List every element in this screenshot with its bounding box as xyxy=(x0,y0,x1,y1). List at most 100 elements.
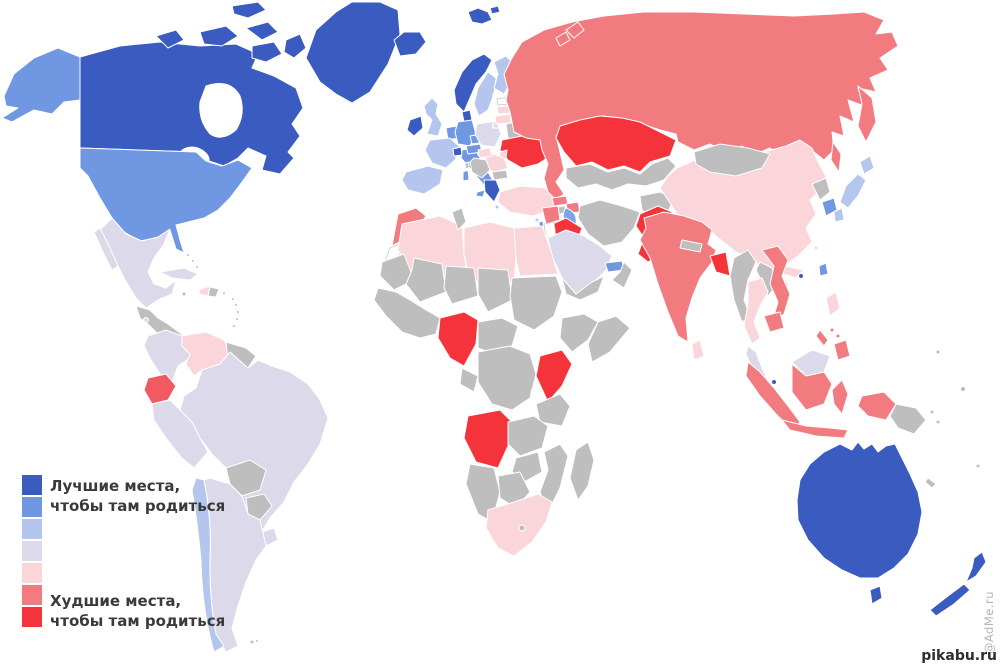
country-cambodia xyxy=(763,311,785,333)
country-usa xyxy=(79,147,253,254)
country-alaska xyxy=(1,47,81,123)
country-lesotho xyxy=(518,524,526,532)
papua-new-guinea xyxy=(889,403,927,435)
png-islands xyxy=(929,409,935,415)
balkans xyxy=(469,157,491,179)
country-greenland xyxy=(305,1,401,104)
country-ireland xyxy=(406,115,424,137)
legend-swatch-mild xyxy=(22,563,42,583)
country-jamaica xyxy=(181,291,187,297)
west-papua xyxy=(857,391,897,421)
sulawesi xyxy=(831,379,849,415)
country-south-africa xyxy=(485,493,553,557)
lesser-antilles xyxy=(231,297,235,301)
legend-label-worst: Худшие места, чтобы там родиться xyxy=(50,591,225,631)
country-nepal xyxy=(679,239,703,253)
lake-victoria xyxy=(530,388,538,396)
country-kazakhstan xyxy=(555,115,677,173)
country-canada xyxy=(79,41,304,175)
country-niger xyxy=(443,265,479,305)
country-mexico xyxy=(99,217,177,309)
country-india xyxy=(639,211,717,343)
country-hungary xyxy=(477,147,493,159)
tasmania xyxy=(869,585,883,605)
country-vietnam xyxy=(761,245,791,323)
country-iceland xyxy=(393,31,427,57)
west-africa xyxy=(373,287,441,339)
country-chad xyxy=(477,267,513,313)
legend-swatch-worst xyxy=(22,607,42,627)
legend-label-best: Лучшие места, чтобы там родиться xyxy=(50,476,225,516)
country-tanzania xyxy=(535,393,571,427)
country-mauritania xyxy=(379,253,415,291)
country-bangladesh xyxy=(709,251,731,277)
country-australia xyxy=(796,441,923,579)
ryukyu-islands xyxy=(813,245,819,251)
country-peru xyxy=(151,399,209,469)
novaya-zemlya xyxy=(555,21,585,47)
corsica xyxy=(464,161,470,170)
indonesia-maritime-lines xyxy=(744,357,831,427)
legend-swatch-worse xyxy=(22,585,42,605)
gabon-congo xyxy=(459,367,479,393)
country-dominican xyxy=(207,286,220,298)
hudson-bay xyxy=(199,83,243,138)
borneo-kalimantan xyxy=(791,363,833,411)
iberia-spain-portugal xyxy=(401,165,444,195)
country-switzerland xyxy=(452,146,463,157)
falkland-islands xyxy=(249,639,255,645)
country-japan xyxy=(833,155,875,223)
adme-watermark: @AdMe.ru xyxy=(982,590,996,654)
country-paraguay xyxy=(245,493,273,521)
cyprus xyxy=(534,217,540,223)
pacific-island xyxy=(960,386,966,392)
country-angola xyxy=(463,409,513,469)
legend-swatch-best-2 xyxy=(22,497,42,517)
new-caledonia xyxy=(924,477,937,489)
png-islands xyxy=(935,419,941,425)
country-syria xyxy=(541,205,561,225)
country-el-salvador xyxy=(143,317,149,323)
country-ethiopia xyxy=(559,313,599,353)
country-nigeria xyxy=(437,311,479,367)
bahamas-islands xyxy=(195,265,199,269)
falkland-islands xyxy=(255,639,259,643)
svalbard-islands xyxy=(467,5,501,25)
philippines-visayas xyxy=(829,327,835,333)
legend-label-worst-line1: Худшие места, xyxy=(50,592,182,610)
country-cuba xyxy=(159,267,199,281)
legend-swatch-best-1 xyxy=(22,475,42,495)
lesser-antilles xyxy=(236,310,240,314)
legend-label-best-line1: Лучшие места, xyxy=(50,477,181,495)
country-canada-arctic xyxy=(155,1,307,63)
country-mongolia xyxy=(693,143,771,177)
puerto-rico xyxy=(222,291,226,295)
lesser-antilles xyxy=(234,303,238,307)
country-chile xyxy=(191,477,225,653)
country-sudan xyxy=(509,275,563,331)
singapore xyxy=(771,379,777,385)
country-yemen xyxy=(561,275,605,301)
country-iran xyxy=(577,199,641,247)
country-somalia xyxy=(587,315,631,363)
kamchatka xyxy=(857,85,877,143)
legend xyxy=(22,475,42,629)
sakhalin xyxy=(830,141,842,173)
philippines-palawan xyxy=(815,329,829,347)
legend-swatch-neutral xyxy=(22,541,42,561)
pacific-island xyxy=(935,349,941,355)
philippines-visayas xyxy=(835,333,841,339)
country-zambia xyxy=(507,415,549,457)
baja-california xyxy=(93,227,119,271)
country-kenya xyxy=(535,349,573,403)
country-mozambique xyxy=(539,443,569,513)
sardinia xyxy=(462,169,470,182)
country-sri-lanka xyxy=(691,339,705,361)
country-norway xyxy=(453,53,493,113)
country-uk xyxy=(423,97,443,137)
new-zealand-north xyxy=(965,551,987,583)
bahamas-islands xyxy=(186,253,190,257)
bahamas-islands xyxy=(191,259,195,263)
